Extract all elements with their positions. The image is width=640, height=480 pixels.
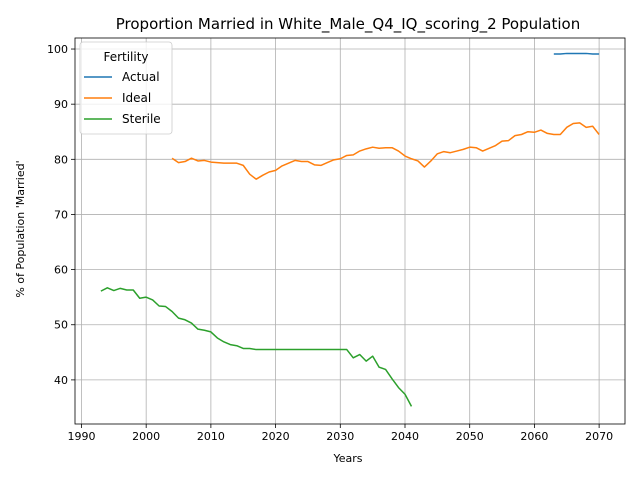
x-tick-label: 2020 [262,430,290,443]
legend-label-actual: Actual [122,70,160,84]
y-tick-label: 70 [54,208,68,221]
legend-label-ideal: Ideal [122,91,151,105]
legend: Fertility Actual Ideal Sterile [79,41,173,135]
y-tick-label: 60 [54,264,68,277]
plot-area-frame [74,37,626,425]
legend-title: Fertility [103,50,148,64]
y-tick-label: 80 [54,153,68,166]
legend-label-sterile: Sterile [122,112,161,126]
x-tick-label: 2060 [520,430,548,443]
y-tick-label: 100 [47,43,68,56]
y-tick-label: 40 [54,374,68,387]
legend-entries: Actual Ideal Sterile [84,70,161,126]
chart-title: Proportion Married in White_Male_Q4_IQ_s… [116,15,580,34]
series-line-ideal [171,122,600,180]
x-tick-label: 1990 [67,430,95,443]
grid-lines [75,38,625,424]
y-tick-label: 50 [54,319,68,332]
x-tick-label: 2050 [456,430,484,443]
x-tick-label: 2010 [197,430,225,443]
series-line-sterile [100,287,413,407]
x-axis-label: Years [332,452,362,465]
legend-box [79,41,173,135]
y-tick-label: 90 [54,98,68,111]
axis-ticks: 1990 2000 2010 2020 2030 2040 2050 2060 2070 40 50… [47,43,613,443]
x-tick-label: 2030 [326,430,354,443]
series-layer [100,52,600,407]
series-line-actual [553,52,600,55]
x-tick-label: 2070 [585,430,613,443]
x-tick-label: 2040 [391,430,419,443]
x-tick-label: 2000 [132,430,160,443]
y-axis-label: % of Population 'Married' [14,160,27,297]
